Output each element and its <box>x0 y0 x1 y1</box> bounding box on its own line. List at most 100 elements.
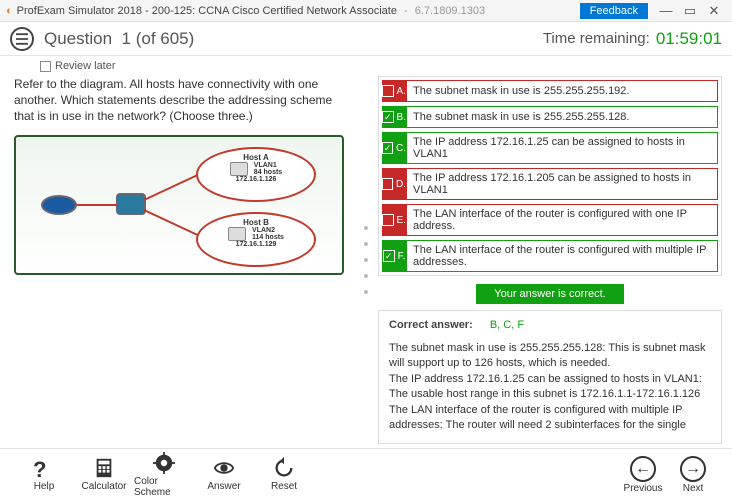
colorscheme-label: Color Scheme <box>134 476 194 498</box>
checkbox-icon: ✓ <box>382 142 393 154</box>
help-icon: ? <box>33 457 55 479</box>
arrow-right-icon: → <box>680 456 706 482</box>
help-button[interactable]: ? Help <box>14 457 74 492</box>
calculator-icon <box>93 457 115 479</box>
gear-icon <box>153 452 175 474</box>
time-remaining-value: 01:59:01 <box>656 29 722 49</box>
host-b-name: Host B <box>198 214 314 227</box>
option-letter-text: E. <box>397 215 406 226</box>
pc-icon <box>228 227 246 241</box>
answer-pane: A.The subnet mask in use is 255.255.255.… <box>378 76 722 444</box>
option-letter: ✓ C. <box>382 132 406 164</box>
minimize-button[interactable]: ― <box>654 3 678 18</box>
checkbox-icon <box>382 214 394 226</box>
previous-button[interactable]: ← Previous <box>618 456 668 494</box>
option-text: The IP address 172.16.1.205 can be assig… <box>406 168 718 200</box>
option-text: The LAN interface of the router is confi… <box>406 204 718 236</box>
arrow-left-icon: ← <box>630 456 656 482</box>
option-letter: ✓ B. <box>382 106 406 128</box>
option-text: The subnet mask in use is 255.255.255.19… <box>406 80 718 102</box>
option-letter-text: B. <box>397 112 406 123</box>
question-label: Question 1 (of 605) <box>44 29 194 49</box>
correct-answer-value: B, C, F <box>490 319 524 331</box>
app-logo-icon: ◐ <box>6 5 13 17</box>
reset-label: Reset <box>271 481 297 492</box>
host-a-name: Host A <box>198 149 314 162</box>
checkbox-icon: ✓ <box>382 111 394 123</box>
option-letter: ✓ F. <box>382 240 406 272</box>
review-later-checkbox[interactable]: Review later <box>40 60 692 72</box>
option-letter: E. <box>382 204 406 236</box>
question-header: Question 1 (of 605) Time remaining: 01:5… <box>0 22 732 56</box>
host-a-ip: 172.16.1.126 <box>198 176 314 183</box>
review-row: Review later <box>0 56 732 76</box>
host-b-ip: 172.16.1.129 <box>198 241 314 248</box>
reset-button[interactable]: Reset <box>254 457 314 492</box>
calculator-label: Calculator <box>81 481 126 492</box>
option-letter-text: A. <box>397 86 406 97</box>
reset-icon <box>273 457 295 479</box>
next-label: Next <box>683 483 704 494</box>
title-sep2: - <box>401 5 411 17</box>
hamburger-icon <box>16 33 28 45</box>
question-pane: Refer to the diagram. All hosts have con… <box>14 76 354 444</box>
host-group-b: Host B VLAN2114 hosts 172.16.1.129 <box>196 212 316 267</box>
result-banner: Your answer is correct. <box>378 286 722 300</box>
wire <box>144 209 199 236</box>
option-text: The LAN interface of the router is confi… <box>406 240 718 272</box>
splitter-handle[interactable] <box>362 76 370 444</box>
question-text: Refer to the diagram. All hosts have con… <box>14 76 354 125</box>
colorscheme-button[interactable]: Color Scheme <box>134 452 194 498</box>
wire <box>76 204 118 206</box>
result-text: Your answer is correct. <box>476 284 623 304</box>
pc-icon <box>230 162 248 176</box>
option-A[interactable]: A.The subnet mask in use is 255.255.255.… <box>382 80 718 102</box>
title-bar: ◐ ProfExam Simulator 2018 - 200-125: CCN… <box>0 0 732 22</box>
option-letter: A. <box>382 80 406 102</box>
option-text: The IP address 172.16.1.25 can be assign… <box>406 132 718 164</box>
review-later-label: Review later <box>55 60 116 72</box>
option-B[interactable]: ✓ B.The subnet mask in use is 255.255.25… <box>382 106 718 128</box>
maximize-button[interactable]: ▭ <box>678 3 702 19</box>
checkbox-icon: ✓ <box>383 250 395 262</box>
answer-label: Answer <box>207 481 240 492</box>
app-title: ProfExam Simulator 2018 <box>17 5 142 17</box>
title-sep: - <box>142 5 152 17</box>
option-D[interactable]: D.The IP address 172.16.1.205 can be ass… <box>382 168 718 200</box>
menu-button[interactable] <box>10 27 34 51</box>
options-list: A.The subnet mask in use is 255.255.255.… <box>378 76 722 276</box>
eye-icon <box>213 457 235 479</box>
calculator-button[interactable]: Calculator <box>74 457 134 492</box>
checkbox-icon <box>40 61 51 72</box>
content-area: Refer to the diagram. All hosts have con… <box>0 76 732 448</box>
next-button[interactable]: → Next <box>668 456 718 494</box>
help-label: Help <box>34 481 55 492</box>
checkbox-icon <box>382 178 393 190</box>
question-total: (of 605) <box>136 29 195 48</box>
close-button[interactable]: ✕ <box>702 3 726 19</box>
previous-label: Previous <box>624 483 663 494</box>
option-F[interactable]: ✓ F.The LAN interface of the router is c… <box>382 240 718 272</box>
correct-answer-label: Correct answer: <box>389 319 473 331</box>
time-remaining-label: Time remaining: <box>543 30 650 47</box>
host-b-vlan: VLAN2114 hosts <box>252 227 284 241</box>
switch-icon <box>116 193 146 215</box>
option-C[interactable]: ✓ C.The IP address 172.16.1.25 can be as… <box>382 132 718 164</box>
question-number: 1 <box>122 29 131 48</box>
exam-title: 200-125: CCNA Cisco Certified Network As… <box>152 5 397 17</box>
feedback-button[interactable]: Feedback <box>580 3 648 19</box>
question-word: Question <box>44 29 112 48</box>
option-letter-text: F. <box>398 251 406 262</box>
wire <box>144 173 199 200</box>
toolbar: ? Help Calculator Color Scheme Answer Re… <box>0 448 732 500</box>
option-letter-text: C. <box>396 143 406 154</box>
option-text: The subnet mask in use is 255.255.255.12… <box>406 106 718 128</box>
option-letter: D. <box>382 168 406 200</box>
explanation-box: Correct answer: B, C, F The subnet mask … <box>378 310 722 444</box>
host-group-a: Host A VLAN184 hosts 172.16.1.126 <box>196 147 316 202</box>
host-a-vlan: VLAN184 hosts <box>254 162 282 176</box>
answer-button[interactable]: Answer <box>194 457 254 492</box>
option-E[interactable]: E.The LAN interface of the router is con… <box>382 204 718 236</box>
explanation-text: The subnet mask in use is 255.255.255.12… <box>389 341 711 433</box>
router-icon <box>41 195 77 215</box>
